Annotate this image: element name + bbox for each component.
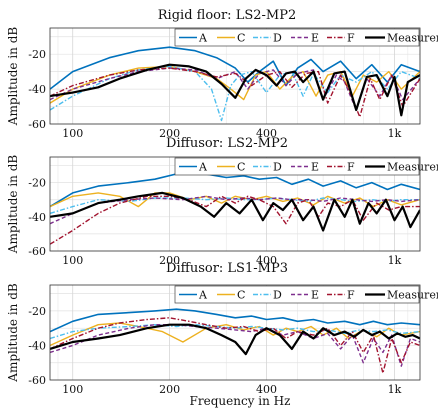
- legend-label-e: E: [311, 289, 319, 302]
- y-tick-label: -60: [28, 374, 46, 387]
- axes-box: [49, 284, 421, 381]
- legend: A C D E F Measurement: [174, 157, 438, 176]
- series-line-a: [50, 171, 420, 208]
- y-tick-label: -40: [28, 83, 46, 96]
- x-tick-label: 1k: [388, 254, 402, 267]
- legend-label-c: C: [237, 289, 245, 302]
- y-tick-label: -40: [28, 211, 46, 224]
- legend-label-d: D: [273, 32, 282, 45]
- y-tick-label: -60: [28, 245, 46, 258]
- series-line-d: [50, 65, 420, 122]
- y-tick-label: -20: [28, 48, 46, 61]
- legend-box: [174, 157, 420, 176]
- legend-label-measurement: Measurement: [387, 289, 438, 302]
- chart-panel-3: Diffusor: LS1-MP3 -60 -40 -20 100 200 400 1k Amp…: [6, 261, 438, 396]
- x-tick-label: 1k: [388, 127, 402, 140]
- series-line-d: [50, 197, 420, 215]
- x-tick-label: 400: [256, 254, 277, 267]
- legend-label-f: F: [347, 289, 355, 302]
- x-tick-label: 100: [62, 127, 83, 140]
- panel-title: Diffusor: LS1-MP3: [166, 261, 288, 276]
- legend-label-measurement: Measurement: [387, 161, 438, 174]
- x-tick-label: 400: [256, 383, 277, 396]
- legend-label-f: F: [347, 32, 355, 45]
- legend-label-c: C: [237, 161, 245, 174]
- legend-label-a: A: [198, 289, 208, 302]
- series-group: [50, 46, 420, 122]
- series-group: [50, 308, 420, 374]
- legend-label-e: E: [311, 32, 319, 45]
- panel-title: Diffusor: LS2-MP2: [166, 136, 288, 151]
- panel-title: Rigid floor: LS2-MP2: [158, 8, 296, 23]
- legend-label-a: A: [198, 161, 208, 174]
- series-line-f: [50, 67, 420, 118]
- series-line-measurement: [50, 63, 420, 117]
- series-line-measurement: [50, 323, 420, 356]
- y-tick-label: -60: [28, 118, 46, 131]
- legend-label-f: F: [347, 161, 355, 174]
- series-group: [50, 171, 420, 245]
- x-tick-label: 400: [256, 127, 277, 140]
- legend: A C D E F Measurement: [174, 28, 438, 47]
- x-axis-label: Frequency in Hz: [190, 394, 291, 408]
- legend-label-a: A: [198, 32, 208, 45]
- y-tick-label: -20: [28, 305, 46, 318]
- chart-panel-1: Rigid floor: LS2-MP2 -60 -40 -20 100 200 400 1k…: [6, 8, 438, 140]
- y-tick-label: -40: [28, 339, 46, 352]
- y-axis-label: Amplitude in dB: [6, 155, 20, 255]
- y-tick-label: -20: [28, 177, 46, 190]
- legend-label-measurement: Measurement: [387, 32, 438, 45]
- x-tick-label: 200: [159, 383, 180, 396]
- x-tick-label: 1k: [388, 383, 402, 396]
- y-axis-label: Amplitude in dB: [6, 283, 20, 383]
- x-tick-label: 100: [62, 383, 83, 396]
- legend-label-c: C: [237, 32, 245, 45]
- axes-box: [49, 156, 421, 252]
- legend-label-d: D: [273, 289, 282, 302]
- x-tick-label: 200: [159, 127, 180, 140]
- series-line-f: [50, 317, 420, 374]
- legend-label-e: E: [311, 161, 319, 174]
- series-line-a: [50, 308, 420, 333]
- y-axis-label: Amplitude in dB: [6, 27, 20, 127]
- legend-box: [174, 285, 420, 304]
- series-line-measurement: [50, 191, 420, 232]
- series-line-a: [50, 46, 420, 90]
- x-tick-label: 100: [62, 254, 83, 267]
- series-line-e: [50, 324, 420, 367]
- legend-box: [174, 28, 420, 47]
- legend-label-d: D: [273, 161, 282, 174]
- chart-panel-2: Diffusor: LS2-MP2 -60 -40 -20 100 200 400 1k Amp…: [6, 136, 438, 267]
- axes-box: [49, 27, 421, 125]
- series-line-f: [50, 195, 420, 245]
- x-tick-label: 200: [159, 254, 180, 267]
- legend: A C D E F Measurement: [174, 285, 438, 304]
